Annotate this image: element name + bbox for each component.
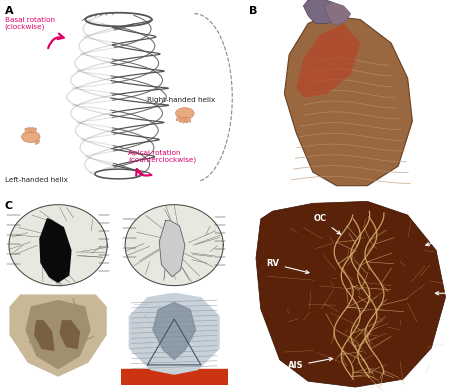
Ellipse shape <box>175 108 194 119</box>
Polygon shape <box>35 321 54 350</box>
Polygon shape <box>9 205 107 285</box>
Polygon shape <box>256 201 446 387</box>
Polygon shape <box>325 2 351 25</box>
Polygon shape <box>159 221 185 277</box>
Polygon shape <box>284 16 412 186</box>
Ellipse shape <box>30 127 34 133</box>
Text: RV: RV <box>267 259 309 274</box>
Polygon shape <box>303 0 341 23</box>
Ellipse shape <box>27 127 31 133</box>
Text: Right-handed helix: Right-handed helix <box>147 97 215 103</box>
Ellipse shape <box>182 117 185 123</box>
Text: D: D <box>244 201 254 212</box>
Ellipse shape <box>25 128 29 133</box>
Text: Basal rotation
(clockwise): Basal rotation (clockwise) <box>5 17 55 30</box>
Text: OC: OC <box>314 214 340 234</box>
Ellipse shape <box>184 117 188 123</box>
Ellipse shape <box>22 131 40 143</box>
Polygon shape <box>121 369 228 385</box>
Text: AIS: AIS <box>288 357 333 370</box>
Text: B: B <box>249 6 257 16</box>
Polygon shape <box>129 293 219 374</box>
Ellipse shape <box>179 117 183 122</box>
Text: Left-handed helix: Left-handed helix <box>5 177 68 183</box>
Polygon shape <box>153 303 195 359</box>
Text: LV: LV <box>435 289 465 298</box>
Text: C: C <box>5 201 13 212</box>
Polygon shape <box>296 23 360 98</box>
Polygon shape <box>10 295 106 376</box>
Ellipse shape <box>176 117 181 121</box>
Text: PC: PC <box>426 230 467 246</box>
Ellipse shape <box>35 140 40 144</box>
Polygon shape <box>125 205 223 285</box>
Text: Apical rotation
(counterclockwise): Apical rotation (counterclockwise) <box>128 150 196 163</box>
Polygon shape <box>40 219 71 282</box>
Ellipse shape <box>32 128 36 133</box>
Ellipse shape <box>187 117 191 122</box>
Polygon shape <box>26 301 90 369</box>
Polygon shape <box>60 321 79 348</box>
Text: A: A <box>5 6 13 16</box>
